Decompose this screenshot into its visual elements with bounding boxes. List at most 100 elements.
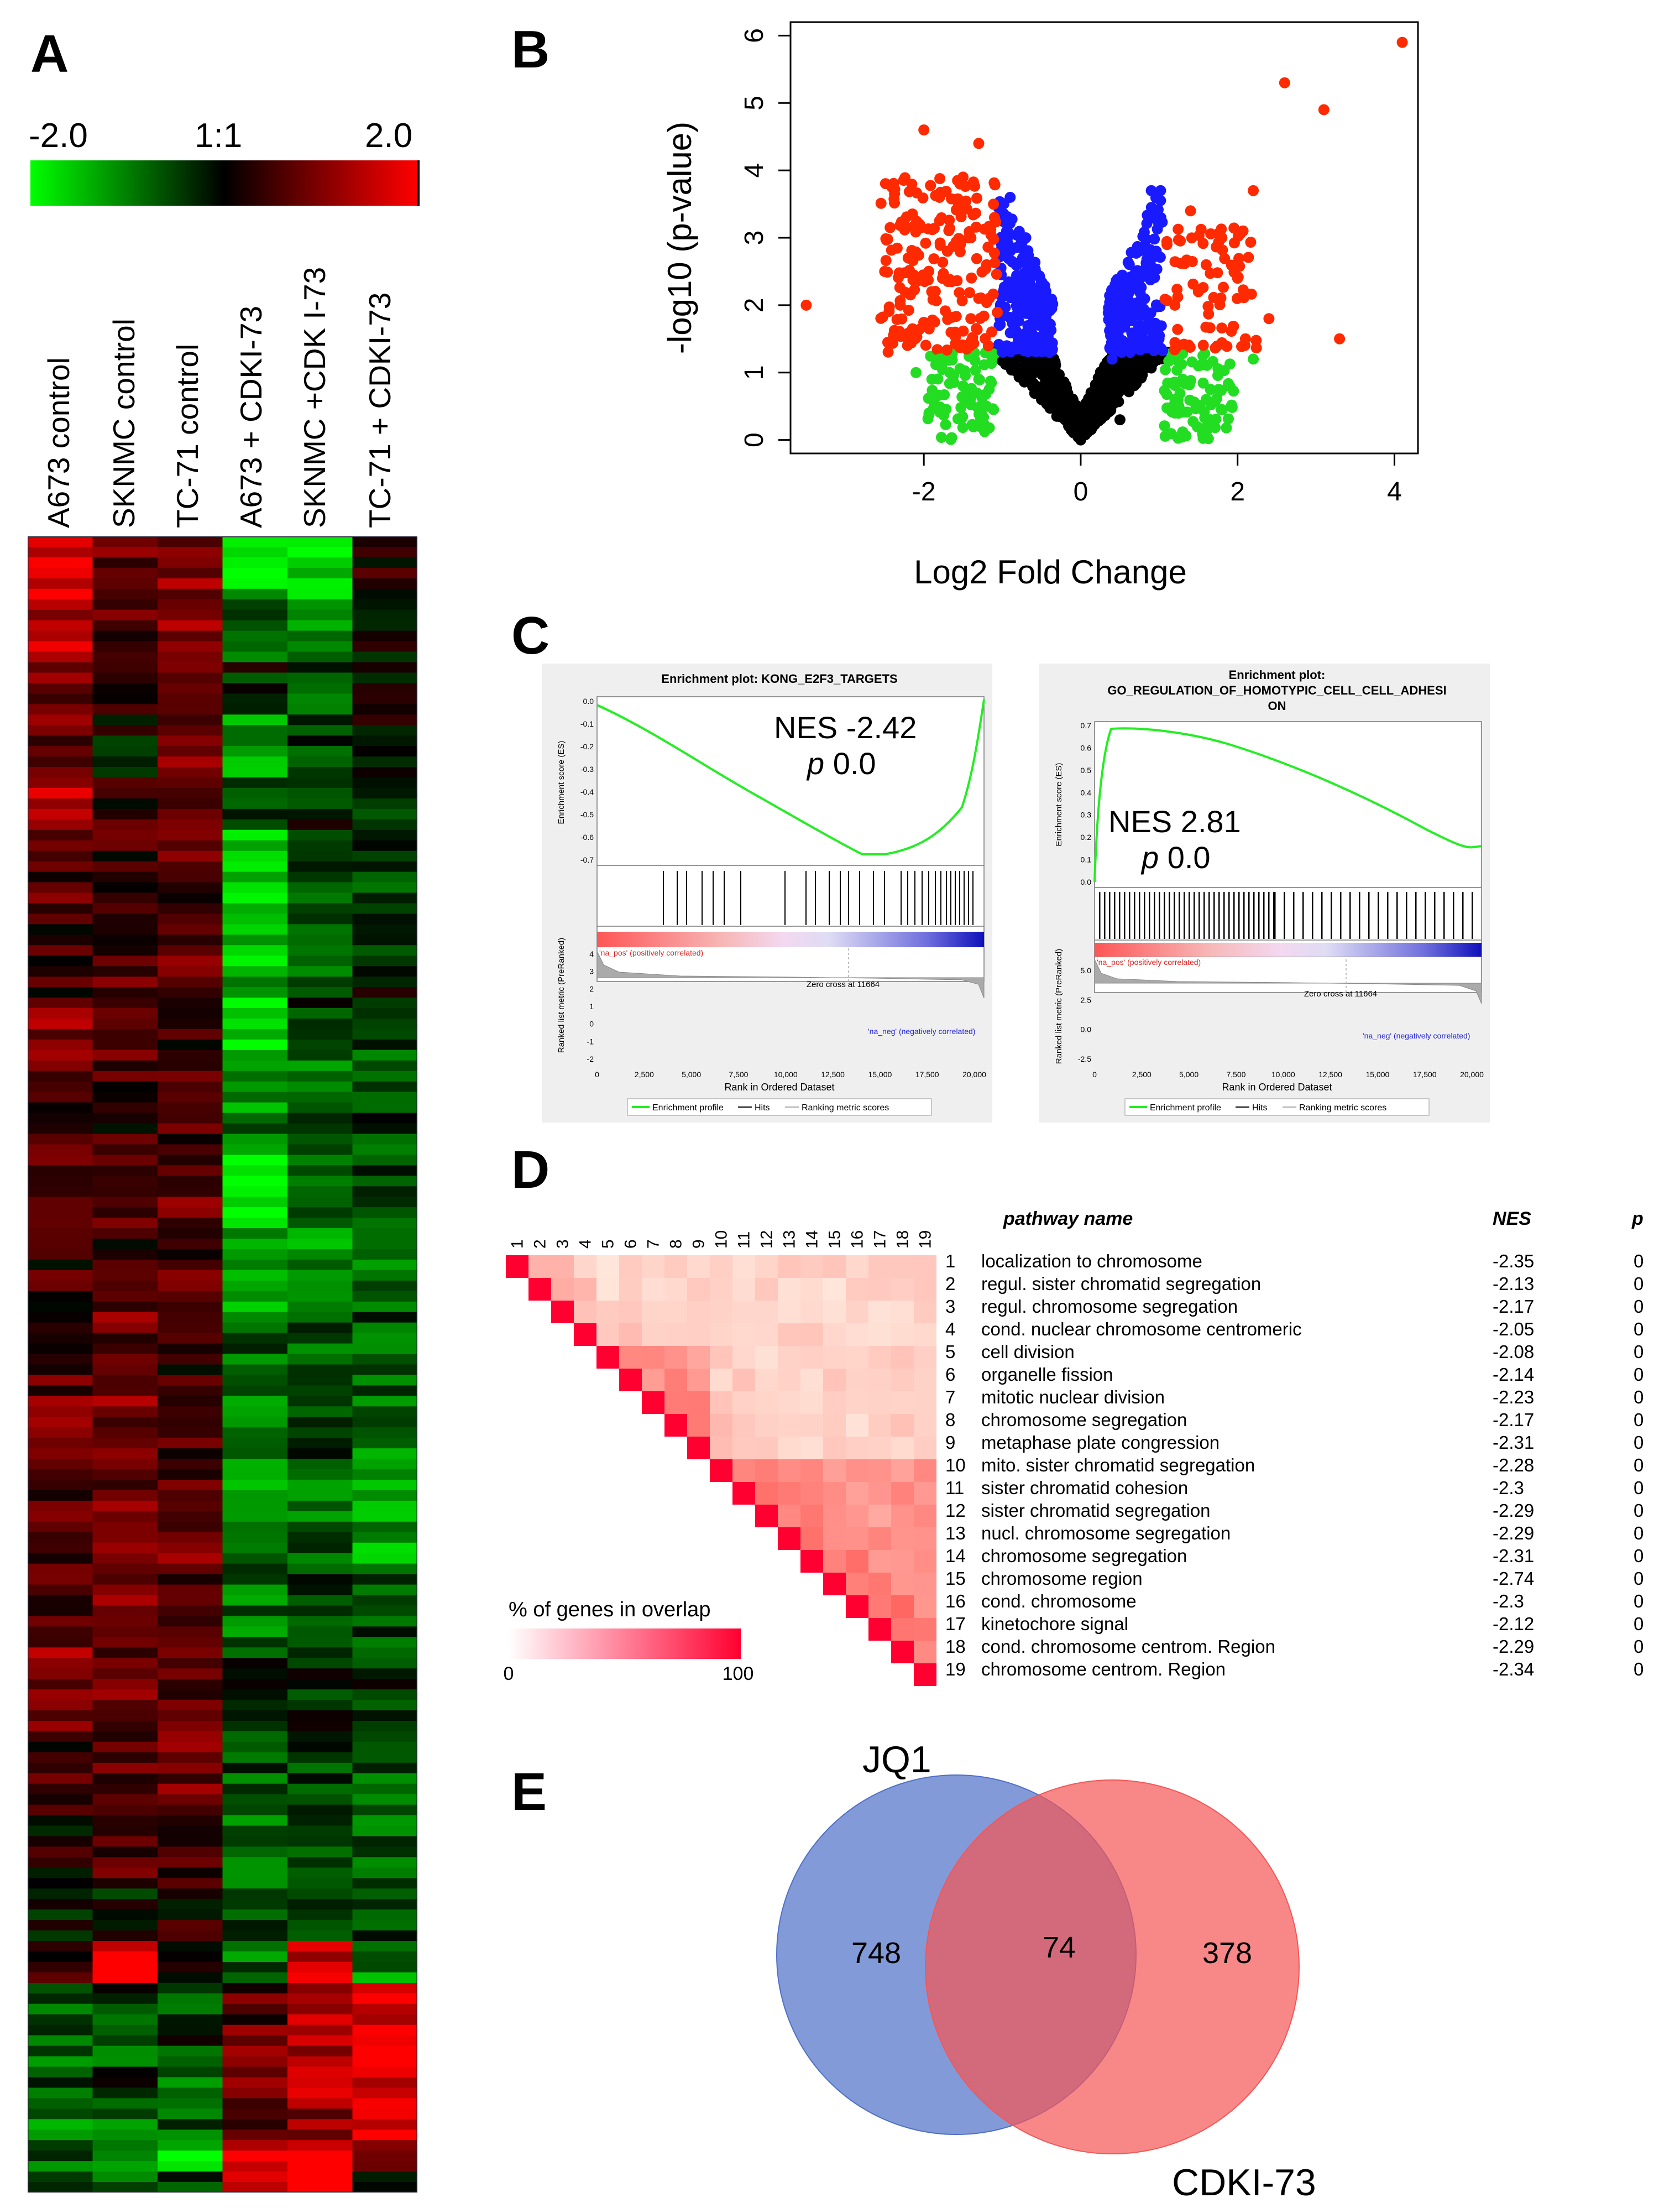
heatmap-cell: [28, 693, 93, 704]
pathway-name: chromosome region: [981, 1568, 1143, 1589]
heatmap-cell: [287, 2129, 353, 2141]
heatmap-cell: [287, 1553, 353, 1564]
heatmap-cell: [92, 1448, 158, 1459]
pathway-p: 0: [1634, 1500, 1644, 1521]
heatmap-cell: [287, 714, 353, 725]
heatmap-cell: [92, 1920, 158, 1931]
matrix-cell: [800, 1437, 823, 1459]
volcano-point: [889, 197, 900, 209]
heatmap-cell: [352, 1846, 417, 1858]
venn-count-overlap: 74: [1043, 1931, 1076, 1964]
volcano-point: [987, 288, 999, 300]
heatmap-cell: [352, 683, 417, 694]
gsea-right-y-label: Enrichment score (ES): [1054, 763, 1064, 847]
heatmap-cell: [28, 1092, 93, 1103]
volcano-point: [1135, 372, 1147, 384]
volcano-point: [1177, 373, 1189, 385]
volcano-point: [880, 178, 891, 190]
heatmap-cell: [287, 861, 353, 873]
matrix-cell: [914, 1346, 936, 1369]
volcano-point: [983, 384, 995, 395]
heatmap-cell: [222, 1804, 288, 1816]
heatmap-cell: [158, 1239, 223, 1250]
heatmap-cell: [158, 1322, 223, 1334]
volcano-point: [1138, 306, 1149, 318]
heatmap-cell: [92, 1731, 158, 1742]
matrix-cell: [868, 1550, 891, 1573]
matrix-cell: [574, 1301, 596, 1323]
gsea-right-p-value: p 0.0: [1140, 840, 1211, 875]
heatmap-cell: [287, 1888, 353, 1899]
matrix-column-number: 17: [871, 1230, 889, 1249]
heatmap-cell: [28, 641, 93, 653]
heatmap-cell: [352, 1375, 417, 1386]
heatmap-cell: [352, 672, 417, 683]
heatmap-cell: [287, 1584, 353, 1596]
matrix-cell: [800, 1459, 823, 1482]
heatmap-cell: [222, 651, 288, 663]
heatmap-cell: [28, 1825, 93, 1837]
heatmap-cell: [158, 2108, 223, 2120]
matrix-cell: [755, 1323, 778, 1346]
matrix-cell: [710, 1346, 732, 1369]
volcano-point: [1001, 225, 1012, 237]
heatmap-cell: [352, 1815, 417, 1826]
pathway-row: 11 sister chromatid cohesion -2.3 0: [945, 1476, 1680, 1499]
volcano-point: [1180, 430, 1191, 441]
heatmap-cell: [352, 808, 417, 820]
heatmap-cell: [28, 1186, 93, 1197]
gsea-es-tick-label: -0.3: [580, 765, 594, 774]
heatmap-cell: [92, 1741, 158, 1753]
gsea-x-tick-label: 12,500: [821, 1070, 845, 1079]
heatmap-cell: [158, 1008, 223, 1019]
heatmap-cell: [92, 1689, 158, 1700]
gsea-x-tick-label: 0: [595, 1070, 599, 1079]
heatmap-cell: [92, 693, 158, 704]
heatmap-cell: [158, 1846, 223, 1858]
volcano-point: [1090, 407, 1101, 419]
heatmap-cell: [352, 903, 417, 915]
volcano-point: [1004, 311, 1016, 323]
volcano-point: [906, 337, 917, 349]
heatmap-cell: [28, 1207, 93, 1218]
gsea-left-neg-label: 'na_neg' (negatively correlated): [868, 1027, 975, 1036]
heatmap-cell: [92, 567, 158, 579]
pathway-p: 0: [1634, 1341, 1644, 1362]
heatmap-cell: [352, 1259, 417, 1271]
heatmap-cell: [352, 1500, 417, 1512]
heatmap-cell: [352, 546, 417, 558]
heatmap-cell: [352, 1741, 417, 1753]
heatmap-cell: [352, 945, 417, 956]
heatmap-cell: [287, 746, 353, 757]
volcano-point: [928, 403, 939, 414]
heatmap-cell: [352, 2014, 417, 2026]
heatmap-cell: [92, 1511, 158, 1522]
pathway-p: 0: [1634, 1296, 1644, 1317]
heatmap-cell: [352, 588, 417, 600]
matrix-cell: [868, 1301, 891, 1323]
heatmap-cell: [287, 2077, 353, 2089]
matrix-cell: [868, 1482, 891, 1505]
matrix-cell: [823, 1278, 846, 1301]
volcano-point: [1224, 380, 1236, 392]
pathway-p: 0: [1634, 1614, 1644, 1634]
volcano-point: [1204, 322, 1216, 333]
heatmap-cell: [222, 1144, 288, 1155]
heatmap-cell: [222, 1186, 288, 1197]
volcano-point: [1028, 306, 1039, 318]
pathway-p: 0: [1634, 1478, 1644, 1498]
venn-diagram: JQ1 CDKI-73 748 74 378: [776, 1739, 1316, 2201]
heatmap-cell: [158, 1595, 223, 1606]
pathway-p: 0: [1634, 1568, 1644, 1589]
heatmap-cell: [28, 1668, 93, 1679]
heatmap-cell: [287, 1375, 353, 1386]
gsea-x-tick-label: 17,500: [1413, 1070, 1437, 1079]
volcano-point: [1044, 347, 1055, 358]
volcano-point: [1081, 397, 1092, 409]
heatmap-cell: [222, 1155, 288, 1166]
heatmap-cell: [287, 1071, 353, 1082]
heatmap-cell: [28, 1658, 93, 1669]
heatmap-cell: [352, 1941, 417, 1952]
volcano-point: [1145, 360, 1157, 372]
heatmap-cell: [28, 1731, 93, 1742]
